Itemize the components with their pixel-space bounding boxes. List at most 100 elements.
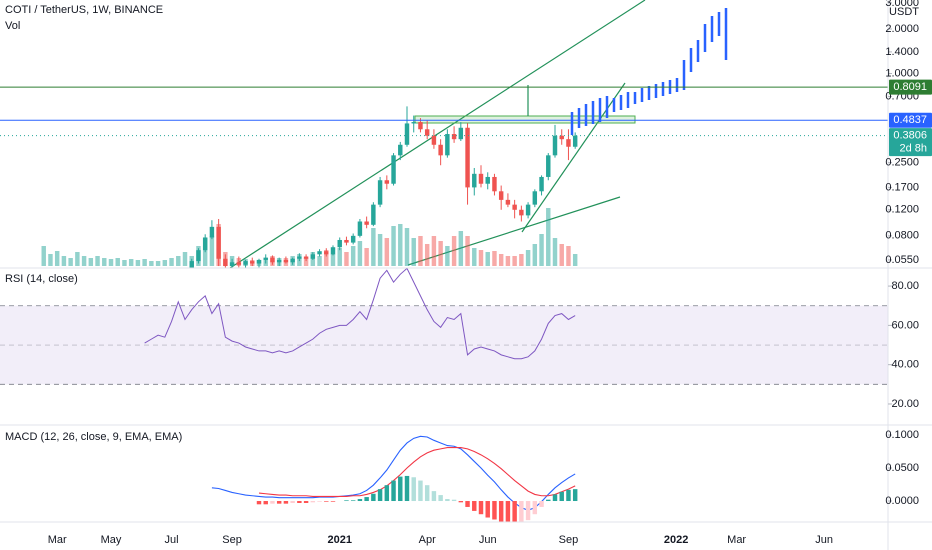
macd-histogram-bar [398,476,403,502]
candle-body [418,122,423,130]
volume-bar [108,259,114,266]
candle-body [424,129,430,136]
x-tick-label: Apr [419,534,436,546]
y-tick-label: 0.0800 [885,230,919,242]
macd-histogram-bar [505,501,511,522]
volume-bar [364,248,369,266]
macd-histogram-bar [478,501,484,515]
candle-body [438,144,443,156]
candle-body [539,176,544,192]
volume-bar [155,261,161,266]
macd-histogram-bar [519,501,524,522]
y-tick-label: 0.2500 [885,157,919,169]
macd-histogram-bar [297,501,302,503]
macd-histogram-bar [418,480,423,502]
candle-body [324,251,329,255]
y-tick-label: 3.0000 [885,0,919,9]
candle-body [451,134,457,140]
volume-label: Vol [5,20,20,32]
candle-body [196,250,201,262]
volume-bar [149,261,154,266]
currency-label: USDT [889,6,919,18]
candle-body [411,122,416,124]
volume-bar [559,244,564,266]
volume-bar [330,254,336,266]
x-tick-label: Mar [48,534,67,546]
macd-histogram-bar [552,494,558,502]
macd-histogram-bar [532,501,538,515]
x-tick-label: 2021 [327,534,351,546]
volume-bar [48,254,53,266]
candle-body [297,256,302,259]
candle-body [566,139,571,147]
candle-body [445,134,450,156]
candle-body [377,180,383,205]
candle-body [290,258,295,263]
candle-body [330,247,336,255]
macd-histogram-bar [377,489,383,502]
macd-histogram-bar [424,485,430,502]
candle-body [357,221,363,236]
candle-body [236,262,242,265]
macd-histogram-bar [498,501,504,522]
macd-histogram-bar [546,499,551,502]
macd-histogram-bar [310,501,316,503]
candle-body [303,256,309,259]
macd-histogram-bar [572,489,578,502]
y-tick-label: 40.00 [891,359,919,371]
macd-title: MACD (12, 26, close, 9, EMA, EMA) [5,431,182,443]
price-label: 0.3806 [893,130,927,142]
volume-bar [54,251,60,266]
candle-body [519,209,524,216]
macd-histogram-bar [283,501,289,504]
candle-body [229,262,235,267]
volume-bar [75,252,80,266]
volume-bar [344,252,349,266]
volume-bar [61,256,67,266]
candle-body [404,123,410,145]
macd-histogram-bar [559,491,564,502]
candle-body [431,135,437,145]
volume-bar [512,256,517,266]
macd-histogram-bar [465,501,470,507]
volume-bar [546,208,551,266]
macd-histogram-bar [445,499,450,502]
candle-body [337,239,342,248]
volume-bar [438,241,443,266]
candle-body [364,221,369,225]
price-label-box [889,79,932,95]
volume-bar [68,258,73,266]
macd-histogram-bar [364,497,369,502]
volume-bar [431,236,437,266]
x-tick-label: Jul [165,534,179,546]
candle-body [270,257,275,263]
macd-histogram-bar [472,501,477,511]
candle-body [485,176,490,184]
macd-histogram-bar [539,501,544,507]
y-tick-label: 60.00 [891,319,919,331]
macd-histogram-bar [344,500,349,502]
candle-body [384,180,390,184]
volume-bar [525,250,531,266]
macd-histogram-bar [485,501,490,518]
y-tick-label: 0.1700 [885,181,919,193]
macd-histogram-bar [525,501,531,521]
volume-bar [142,259,147,266]
y-tick-label: 1.4000 [885,46,919,58]
volume-bar [539,234,544,266]
candle-body [209,226,215,238]
volume-bar [122,260,127,266]
candle-body [202,237,208,251]
macd-histogram-bar [324,501,329,502]
volume-bar [492,251,497,266]
candle-body [458,127,464,140]
x-tick-label: Sep [559,534,579,546]
volume-bar [391,226,396,266]
price-label-box [889,128,932,157]
macd-histogram-bar [290,501,295,503]
y-tick-label: 0.1200 [885,204,919,216]
volume-bar [169,258,174,266]
y-tick-label: 0.0500 [885,462,919,474]
volume-bar [324,250,329,266]
x-tick-label: Mar [727,534,746,546]
